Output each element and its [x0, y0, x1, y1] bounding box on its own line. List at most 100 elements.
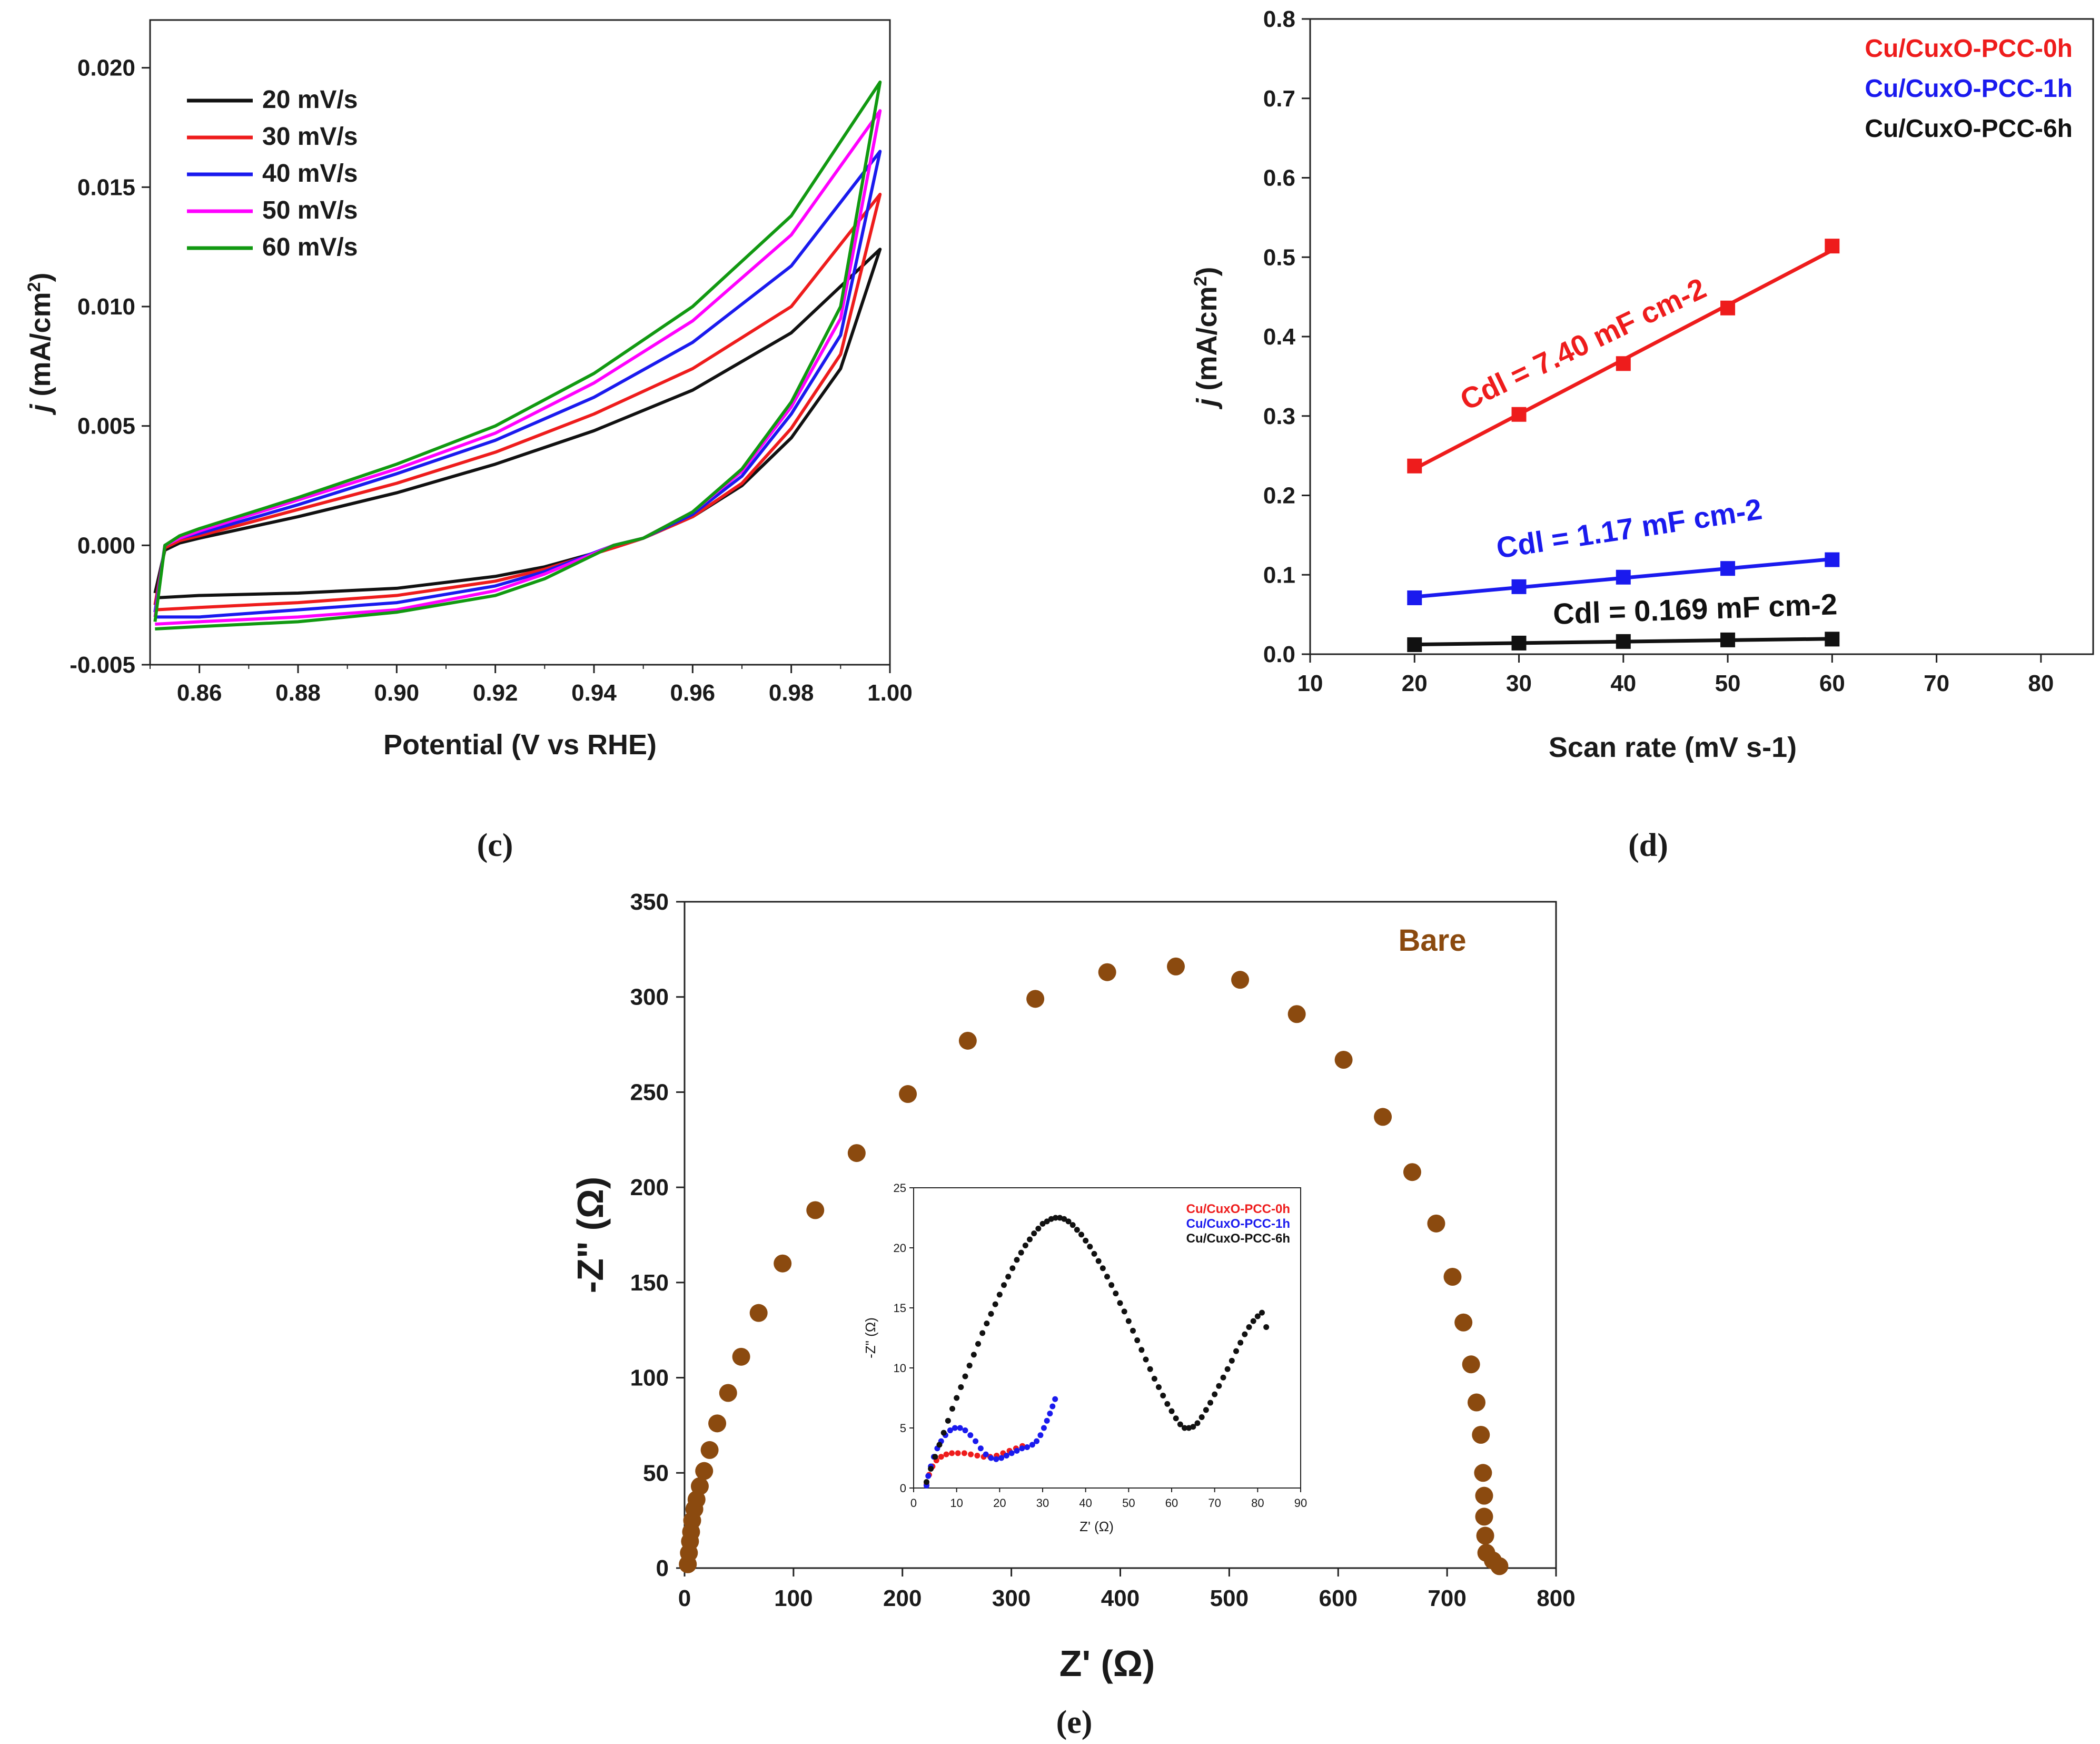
inset-data-point	[936, 1442, 943, 1448]
inset-data-point	[979, 1330, 986, 1336]
cv-curve-2	[153, 192, 882, 612]
inset-data-point	[1008, 1450, 1015, 1456]
y-tick-label: 0.5	[1263, 244, 1295, 270]
data-point	[1616, 634, 1631, 649]
x-tick-label: 400	[1101, 1585, 1140, 1611]
y-tick-label: 0.7	[1263, 86, 1295, 112]
inset-data-point	[992, 1301, 998, 1307]
inset-legend-label: Cu/CuxO-PCC-0h	[1186, 1202, 1290, 1216]
inset-data-point	[958, 1384, 964, 1390]
inset-data-point	[1177, 1421, 1183, 1427]
inset-legend-label: Cu/CuxO-PCC-1h	[1186, 1217, 1290, 1231]
inset-data-point	[1005, 1274, 1012, 1280]
x-axis-title: Potential (V vs RHE)	[383, 729, 657, 761]
inset-data-point	[974, 1452, 980, 1459]
inset-data-point	[1091, 1250, 1097, 1257]
inset-data-point	[1207, 1400, 1213, 1406]
inset-data-point	[1027, 1236, 1033, 1243]
inset-data-point	[957, 1425, 963, 1431]
panel-c-cv-curves: 0.86 0.88 0.90 0.92 0.94 0.96 0.98 1.00 -0.005 0.…	[24, 19, 913, 863]
x-tick-label: 0.94	[571, 680, 617, 706]
data-point	[1098, 963, 1116, 981]
inset-data-point	[1031, 1230, 1037, 1237]
y-tick-label: 150	[630, 1270, 669, 1296]
inset-data-point	[962, 1373, 968, 1380]
inset-data-point	[1083, 1237, 1089, 1244]
inset-data-point	[1121, 1308, 1127, 1315]
inset-data-point	[996, 1292, 1003, 1298]
inset-data-point	[1037, 1432, 1044, 1438]
inset-data-point	[1156, 1384, 1162, 1390]
x-tick-label: 0.90	[374, 680, 420, 706]
data-point	[1443, 1268, 1462, 1286]
y-tick-label: 300	[630, 984, 669, 1010]
x-tick-label: 0.92	[473, 680, 518, 706]
inset-data-point	[1041, 1425, 1047, 1431]
inset-data-point	[1074, 1227, 1080, 1233]
inset-data-point	[1233, 1348, 1239, 1354]
data-point	[1403, 1163, 1421, 1181]
y-tick-label: 250	[630, 1079, 669, 1105]
data-point	[847, 1144, 866, 1162]
inset-data-point	[1138, 1347, 1145, 1353]
panel-e-nyquist-plot: 0 100 200 300 400 500 600 700 800050100150200250…	[570, 889, 1576, 1740]
legend-label: 60 mV/s	[262, 233, 358, 261]
inset-data-point	[1029, 1442, 1035, 1448]
inset-x-tick-label: 0	[910, 1496, 917, 1510]
y-tick-label: 0.010	[77, 294, 135, 320]
inset-data-point	[1044, 1218, 1050, 1225]
x-axis-title: Z' (Ω)	[1059, 1643, 1155, 1684]
y-tick-label: 0.000	[77, 533, 135, 558]
inset-x-tick-label: 20	[993, 1496, 1006, 1510]
inset-data-point	[1151, 1376, 1157, 1382]
inset-data-point	[925, 1473, 932, 1479]
inset-data-point	[955, 1450, 961, 1456]
inset-data-point	[1024, 1444, 1031, 1450]
data-point	[1407, 458, 1422, 474]
inset-data-point	[1022, 1242, 1028, 1248]
data-point	[1511, 407, 1527, 422]
inset-data-point	[1190, 1424, 1196, 1430]
inset-data-point	[1087, 1244, 1093, 1250]
inset-data-point	[1125, 1318, 1132, 1324]
inset-data-point	[1065, 1218, 1072, 1225]
inset-data-point	[1061, 1216, 1067, 1222]
inset-data-point	[1104, 1274, 1110, 1280]
y-tick-label: 100	[630, 1365, 669, 1391]
x-tick-label: 700	[1428, 1585, 1466, 1611]
y-tick-label: 0.8	[1263, 6, 1295, 32]
inset-data-point	[1069, 1222, 1076, 1228]
inset-data-point	[977, 1445, 984, 1452]
y-tick-label: 0.0	[1263, 642, 1295, 667]
data-point	[806, 1201, 825, 1219]
cv-curve-3	[153, 150, 882, 619]
legend-label: 40 mV/s	[262, 160, 358, 188]
inset-data-point	[1259, 1309, 1265, 1316]
y-tick-label: 0.6	[1263, 165, 1295, 191]
x-tick-label: 30	[1506, 671, 1532, 696]
inset-data-point	[1117, 1300, 1123, 1306]
x-tick-label: 300	[992, 1585, 1031, 1611]
inset-data-point	[975, 1341, 981, 1347]
x-axis-title: Scan rate (mV s-1)	[1549, 732, 1797, 763]
inset-data-point	[1229, 1357, 1235, 1364]
data-point	[1374, 1108, 1392, 1126]
data-point	[1467, 1393, 1485, 1412]
inset-data-point	[1095, 1258, 1102, 1264]
legend-label: Cu/CuxO-PCC-1h	[1865, 75, 2073, 103]
data-point	[1472, 1426, 1490, 1444]
x-tick-label: 0	[678, 1585, 691, 1611]
inset-data-point	[1237, 1339, 1244, 1346]
data-point	[1287, 1005, 1306, 1023]
inset-data-point	[954, 1395, 960, 1401]
inset-y-tick-label: 25	[894, 1181, 906, 1195]
inset-data-point	[928, 1466, 934, 1472]
y-tick-label: 0	[656, 1555, 669, 1581]
inset-x-axis-title: Z' (Ω)	[1079, 1519, 1114, 1534]
inset-data-point	[1160, 1392, 1166, 1398]
x-tick-label: 10	[1297, 671, 1323, 696]
inset-data-point	[1254, 1313, 1261, 1319]
inset-data-point	[962, 1427, 968, 1434]
x-tick-label: 0.86	[177, 680, 222, 706]
inset-data-point	[940, 1430, 947, 1436]
